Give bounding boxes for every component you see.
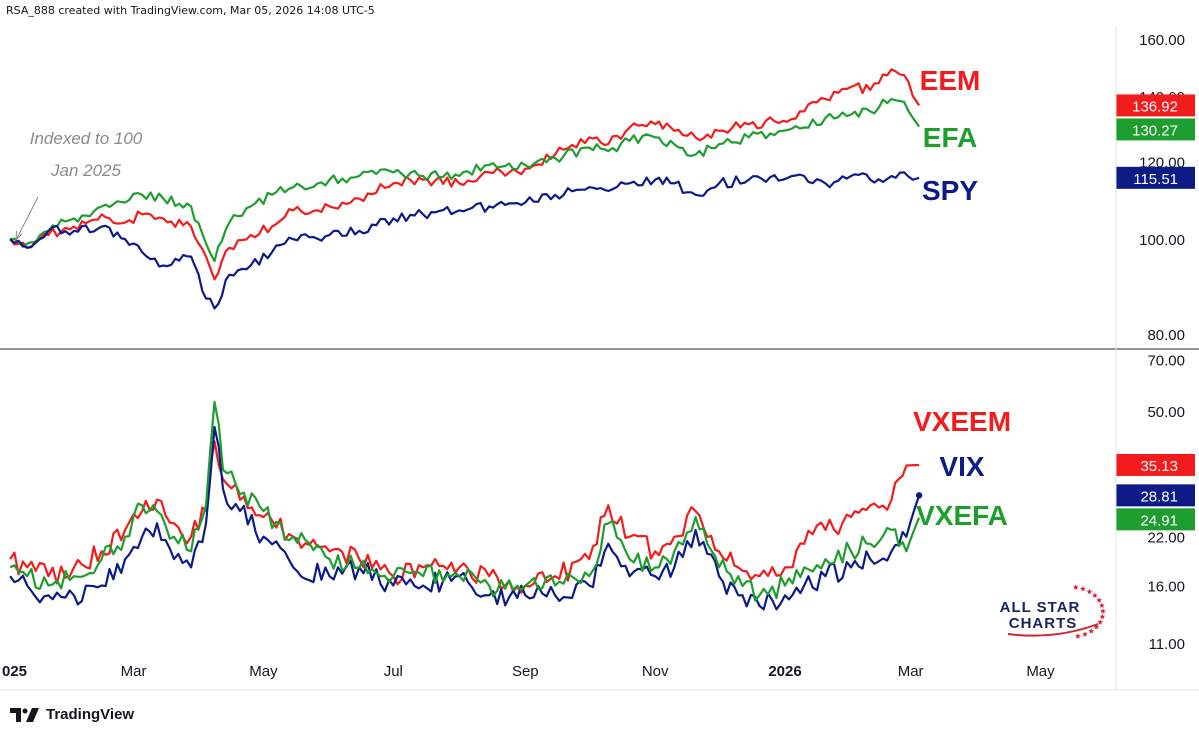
logo-line-1: ALL STAR (1000, 599, 1081, 616)
series-label-vix: VIX (939, 451, 984, 482)
x-tick-label: Mar (898, 663, 924, 680)
x-tick-label: 2026 (768, 663, 801, 680)
allstarcharts-logo: ALL STAR CHARTS (1000, 584, 1106, 639)
last-value-tag-vxeem[interactable]: 35.13 (1116, 453, 1195, 476)
tradingview-logo-icon (10, 707, 39, 722)
time-axis[interactable]: 025 Mar May Jul Sep Nov 2026 Mar May (0, 663, 1199, 691)
chart-credit: RSA_888 created with TradingView.com, Ma… (6, 4, 375, 17)
last-value-text: 115.51 (1133, 171, 1178, 188)
logo-line-2: CHARTS (1009, 615, 1078, 632)
logo-star (1080, 586, 1086, 592)
y-axis[interactable]: 70.00 50.00 22.00 16.00 11.00 (1147, 352, 1185, 653)
series-line-efa[interactable] (9, 97, 920, 263)
y-tick-label: 160.00 (1139, 32, 1185, 49)
logo-star (1096, 597, 1102, 603)
y-tick-label: 11.00 (1149, 636, 1185, 653)
series-line-vxefa[interactable] (9, 400, 921, 602)
volatility-pane: 70.00 50.00 22.00 16.00 11.00 35.13 28.81 24.91… (9, 352, 1195, 653)
y-tick-label: 16.00 (1147, 578, 1185, 595)
x-tick-label: May (249, 663, 278, 680)
annotation-line-1: Indexed to 100 (30, 129, 143, 148)
series-label-vxeem: VXEEM (913, 406, 1011, 437)
series-label-spy: SPY (922, 175, 978, 206)
logo-star (1082, 631, 1088, 637)
x-tick-label: Mar (121, 663, 147, 680)
y-tick-label: 50.00 (1147, 404, 1185, 421)
logo-swoosh (1007, 623, 1099, 637)
vix-last-point (915, 492, 923, 499)
last-value-tag-efa[interactable]: 130.27 (1116, 118, 1195, 141)
annotation-arrow (15, 196, 39, 241)
last-value-text: 136.92 (1132, 98, 1178, 115)
index-annotation: Indexed to 100 Jan 2025 (15, 129, 143, 241)
last-value-tag-spy[interactable]: 115.51 (1116, 166, 1195, 189)
tradingview-wordmark: TradingView (46, 706, 135, 723)
logo-star (1099, 602, 1105, 608)
logo-star (1093, 624, 1100, 630)
annotation-arrowhead (15, 230, 23, 241)
last-value-tag-eem[interactable]: 136.92 (1116, 94, 1195, 117)
logo-star (1099, 613, 1106, 620)
series-line-spy[interactable] (9, 171, 920, 310)
last-value-tag-vxefa[interactable]: 24.91 (1116, 508, 1195, 531)
y-tick-label: 80.00 (1147, 327, 1185, 344)
logo-star (1075, 633, 1081, 639)
x-tick-label: Nov (642, 663, 669, 680)
series-line-eem[interactable] (9, 68, 921, 281)
last-value-text: 24.91 (1140, 512, 1178, 529)
x-tick-label: 025 (2, 663, 27, 680)
series-label-eem: EEM (920, 65, 981, 96)
logo-star (1092, 592, 1098, 598)
last-value-text: 130.27 (1132, 122, 1178, 139)
y-tick-label: 100.00 (1139, 232, 1185, 249)
last-value-tag-vix[interactable]: 28.81 (1116, 484, 1195, 507)
series-label-efa: EFA (923, 122, 977, 153)
last-value-text: 35.13 (1140, 458, 1178, 475)
y-tick-label: 22.00 (1147, 530, 1185, 547)
price-pane: 160.00140.00120.00100.0080.00136.92130.2… (9, 32, 1195, 344)
x-tick-label: May (1026, 663, 1055, 680)
series-line-vxeem[interactable] (9, 440, 920, 594)
tradingview-branding[interactable]: TradingView (10, 706, 134, 723)
x-tick-label: Jul (384, 663, 403, 680)
last-value-text: 28.81 (1140, 488, 1178, 505)
series-label-vxefa: VXEFA (916, 500, 1008, 531)
logo-stars (1007, 584, 1106, 639)
logo-star (1097, 619, 1103, 625)
logo-star (1088, 628, 1095, 634)
logo-star (1100, 608, 1106, 614)
logo-star (1086, 588, 1093, 595)
x-tick-label: Sep (512, 663, 539, 680)
y-tick-label: 70.00 (1147, 352, 1185, 369)
logo-star (1072, 584, 1079, 590)
annotation-line-2: Jan 2025 (50, 161, 121, 180)
